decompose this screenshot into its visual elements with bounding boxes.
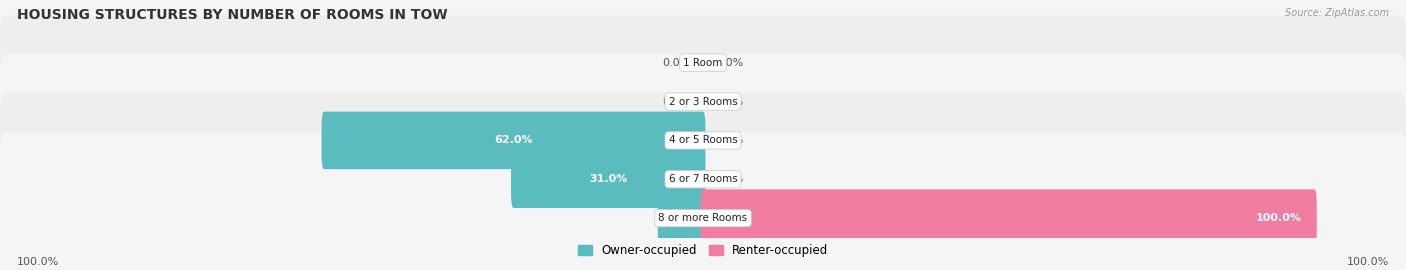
FancyBboxPatch shape xyxy=(658,189,706,247)
FancyBboxPatch shape xyxy=(0,132,1406,270)
Text: 2 or 3 Rooms: 2 or 3 Rooms xyxy=(669,96,737,107)
Text: 0.0%: 0.0% xyxy=(716,135,744,146)
Text: 31.0%: 31.0% xyxy=(589,174,627,184)
FancyBboxPatch shape xyxy=(0,93,1406,265)
Text: 0.0%: 0.0% xyxy=(716,58,744,68)
Text: Source: ZipAtlas.com: Source: ZipAtlas.com xyxy=(1285,8,1389,18)
Text: 100.0%: 100.0% xyxy=(1256,213,1302,223)
Text: HOUSING STRUCTURES BY NUMBER OF ROOMS IN TOW: HOUSING STRUCTURES BY NUMBER OF ROOMS IN… xyxy=(17,8,447,22)
FancyBboxPatch shape xyxy=(700,189,1317,247)
FancyBboxPatch shape xyxy=(0,0,1406,149)
FancyBboxPatch shape xyxy=(322,112,706,169)
Text: 1 Room: 1 Room xyxy=(683,58,723,68)
Text: 0.0%: 0.0% xyxy=(662,96,690,107)
FancyBboxPatch shape xyxy=(0,15,1406,188)
Text: 100.0%: 100.0% xyxy=(1347,257,1389,267)
FancyBboxPatch shape xyxy=(0,54,1406,227)
FancyBboxPatch shape xyxy=(510,150,706,208)
Text: 0.0%: 0.0% xyxy=(716,96,744,107)
Text: 100.0%: 100.0% xyxy=(17,257,59,267)
Text: 4 or 5 Rooms: 4 or 5 Rooms xyxy=(669,135,737,146)
Text: 7.0%: 7.0% xyxy=(666,213,697,223)
Text: 0.0%: 0.0% xyxy=(716,174,744,184)
Legend: Owner-occupied, Renter-occupied: Owner-occupied, Renter-occupied xyxy=(572,239,834,261)
Text: 0.0%: 0.0% xyxy=(662,58,690,68)
Text: 8 or more Rooms: 8 or more Rooms xyxy=(658,213,748,223)
Text: 62.0%: 62.0% xyxy=(494,135,533,146)
Text: 6 or 7 Rooms: 6 or 7 Rooms xyxy=(669,174,737,184)
